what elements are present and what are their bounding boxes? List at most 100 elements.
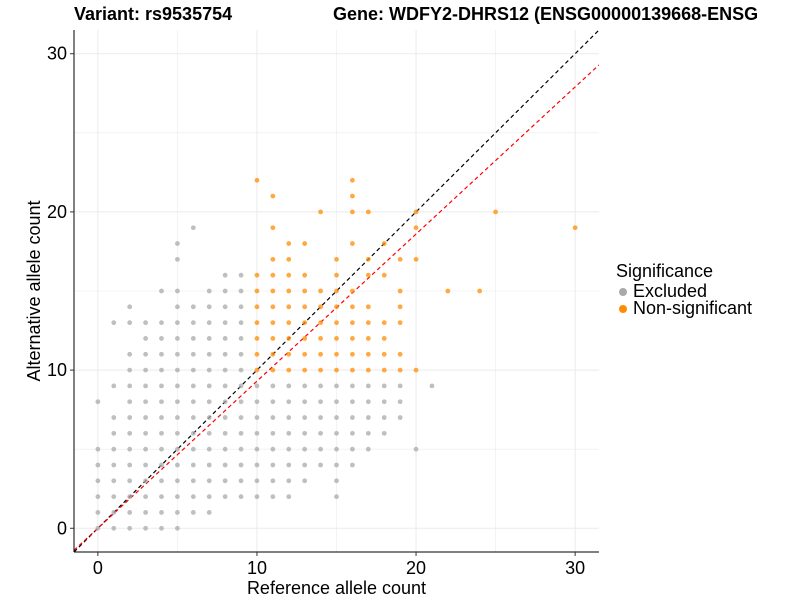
point-excluded	[159, 336, 164, 341]
point-excluded	[190, 383, 196, 389]
point-excluded	[127, 462, 133, 468]
point-non-significant	[413, 256, 419, 262]
point-excluded	[127, 478, 133, 484]
point-excluded	[159, 462, 164, 468]
point-non-significant	[270, 256, 276, 262]
point-non-significant	[318, 320, 323, 326]
point-excluded	[318, 430, 323, 436]
point-excluded	[159, 351, 164, 357]
point-non-significant	[270, 351, 276, 357]
point-excluded	[238, 320, 244, 326]
point-non-significant	[254, 336, 260, 341]
point-excluded	[413, 446, 419, 452]
chart-title-variant: Variant: rs9535754	[74, 4, 233, 24]
point-excluded	[206, 446, 212, 452]
legend-title: Significance	[616, 261, 714, 281]
point-excluded	[334, 478, 339, 484]
point-non-significant	[365, 367, 371, 373]
point-non-significant	[350, 367, 355, 373]
point-excluded	[334, 415, 339, 420]
point-excluded	[222, 367, 228, 373]
point-excluded	[238, 367, 244, 373]
point-excluded	[190, 320, 196, 326]
point-excluded	[318, 383, 323, 389]
point-non-significant	[365, 320, 371, 326]
point-excluded	[429, 383, 435, 389]
point-excluded	[222, 304, 228, 310]
point-excluded	[238, 494, 244, 500]
point-excluded	[350, 415, 355, 420]
point-non-significant	[350, 241, 355, 246]
legend-label-excluded: Excluded	[633, 281, 708, 301]
x-tick-label: 0	[93, 558, 103, 578]
point-excluded	[222, 399, 228, 405]
point-excluded	[397, 399, 403, 405]
point-non-significant	[302, 272, 308, 278]
point-excluded	[302, 462, 308, 468]
point-excluded	[175, 304, 180, 310]
point-excluded	[175, 446, 180, 452]
point-excluded	[190, 430, 196, 436]
point-excluded	[111, 494, 117, 500]
legend-key-excluded	[619, 287, 627, 296]
point-excluded	[318, 415, 323, 420]
point-excluded	[302, 415, 308, 420]
point-excluded	[350, 399, 355, 405]
point-excluded	[222, 446, 228, 452]
point-non-significant	[254, 367, 260, 373]
point-non-significant	[381, 272, 387, 278]
point-excluded	[254, 383, 260, 389]
point-non-significant	[302, 304, 308, 310]
point-non-significant	[413, 225, 419, 231]
point-excluded	[206, 288, 212, 294]
point-excluded	[222, 383, 228, 389]
reference-line-identity	[74, 30, 599, 552]
point-non-significant	[413, 367, 419, 373]
point-excluded	[143, 446, 148, 452]
point-excluded	[190, 415, 196, 420]
point-excluded	[254, 399, 260, 405]
point-excluded	[365, 430, 371, 436]
point-excluded	[175, 415, 180, 420]
point-excluded	[238, 446, 244, 452]
point-excluded	[222, 288, 228, 294]
point-excluded	[127, 367, 133, 373]
point-non-significant	[397, 288, 403, 294]
point-excluded	[334, 430, 339, 436]
point-excluded	[318, 446, 323, 452]
point-non-significant	[334, 336, 339, 341]
point-excluded	[143, 462, 148, 468]
point-excluded	[206, 367, 212, 373]
point-excluded	[159, 525, 164, 531]
point-excluded	[175, 241, 180, 246]
point-excluded	[222, 351, 228, 357]
point-non-significant	[397, 256, 403, 262]
point-non-significant	[270, 225, 276, 231]
point-excluded	[222, 478, 228, 484]
point-excluded	[270, 430, 276, 436]
point-excluded	[334, 383, 339, 389]
point-excluded	[159, 510, 164, 515]
point-excluded	[127, 510, 133, 515]
point-excluded	[95, 525, 101, 531]
point-non-significant	[334, 320, 339, 326]
point-excluded	[159, 494, 164, 500]
y-tick-label: 30	[47, 44, 67, 64]
point-excluded	[175, 494, 180, 500]
point-excluded	[143, 478, 148, 484]
point-excluded	[318, 462, 323, 468]
point-excluded	[286, 383, 292, 389]
point-excluded	[286, 399, 292, 405]
point-excluded	[302, 446, 308, 452]
y-tick-label: 0	[57, 518, 67, 538]
point-excluded	[206, 478, 212, 484]
point-excluded	[381, 399, 387, 405]
point-excluded	[127, 399, 133, 405]
point-excluded	[350, 383, 355, 389]
point-non-significant	[350, 193, 355, 199]
point-non-significant	[254, 304, 260, 310]
point-excluded	[270, 462, 276, 468]
point-non-significant	[350, 336, 355, 341]
point-non-significant	[350, 288, 355, 294]
point-excluded	[159, 478, 164, 484]
